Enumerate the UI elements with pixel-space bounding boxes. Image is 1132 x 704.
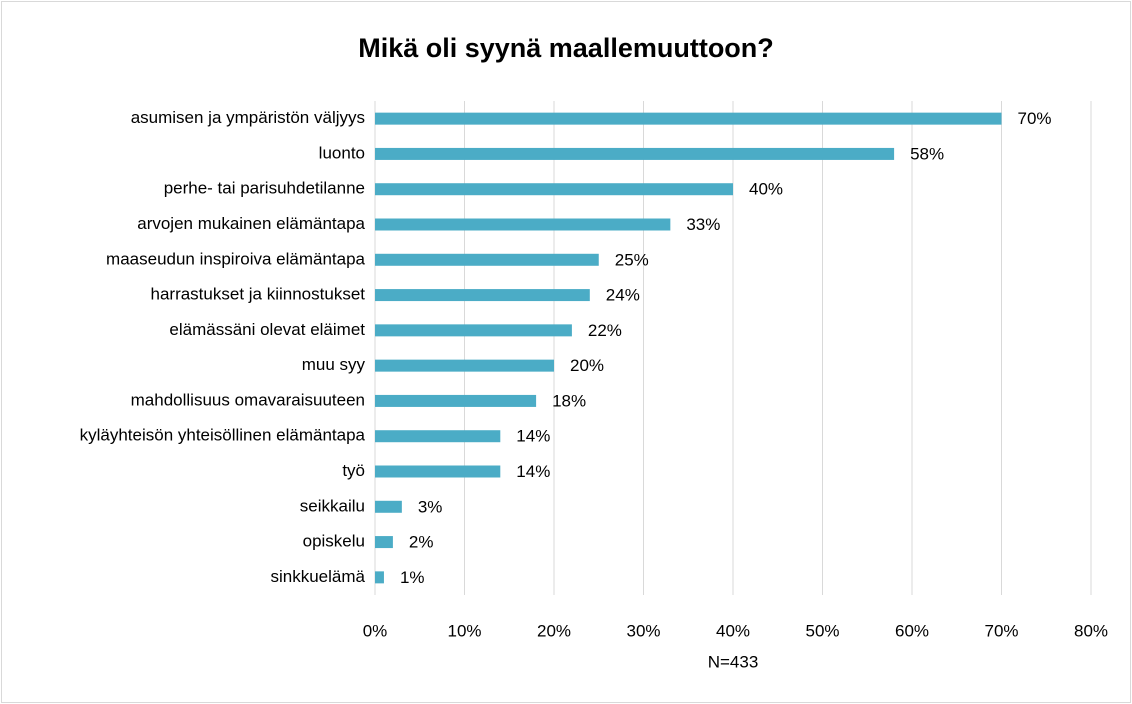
bar [375,571,384,584]
bar [375,289,590,302]
bar [375,430,501,443]
value-label: 70% [1018,109,1052,128]
y-tick-label: kyläyhteisön yhteisöllinen elämäntapa [80,426,366,445]
y-tick-label: työ [342,461,365,480]
bar [375,183,733,196]
y-tick-label: asumisen ja ympäristön väljyys [131,108,365,127]
x-tick-label: 30% [626,621,660,640]
y-tick-label: harrastukset ja kiinnostukset [151,285,366,304]
value-label: 24% [606,286,640,305]
value-label: 14% [516,462,550,481]
x-tick-label: 20% [537,621,571,640]
y-tick-label: mahdollisuus omavaraisuuteen [131,390,365,409]
value-label: 18% [552,391,586,410]
x-tick-label: 0% [363,621,388,640]
y-tick-label: maaseudun inspiroiva elämäntapa [106,249,365,268]
y-tick-label: luonto [319,143,365,162]
x-axis-label: N=433 [708,652,759,671]
bar [375,324,572,337]
value-label: 33% [686,215,720,234]
bar [375,218,671,231]
value-label: 14% [516,427,550,446]
value-label: 20% [570,356,604,375]
y-tick-label: arvojen mukainen elämäntapa [137,214,365,233]
value-label: 40% [749,180,783,199]
value-label: 25% [615,250,649,269]
bar [375,253,599,266]
bar [375,465,501,478]
value-label: 2% [409,533,434,552]
bar [375,359,554,372]
y-tick-label: opiskelu [303,532,365,551]
value-label: 1% [400,568,425,587]
value-label: 3% [418,497,443,516]
bar [375,147,895,160]
x-tick-label: 50% [805,621,839,640]
x-tick-label: 60% [895,621,929,640]
x-tick-label: 40% [716,621,750,640]
value-label: 58% [910,144,944,163]
y-tick-label: perhe- tai parisuhdetilanne [164,179,365,198]
chart-title: Mikä oli syynä maallemuuttoon? [358,33,774,63]
y-tick-label: seikkailu [300,496,365,515]
x-tick-label: 70% [984,621,1018,640]
y-tick-label: elämässäni olevat eläimet [169,320,365,339]
bar [375,394,537,407]
bar [375,500,402,513]
x-tick-label: 10% [447,621,481,640]
y-tick-label: muu syy [302,355,366,374]
x-tick-label: 80% [1074,621,1108,640]
value-label: 22% [588,321,622,340]
bar [375,536,393,549]
bar [375,112,1002,125]
y-tick-label: sinkkuelämä [271,567,366,586]
